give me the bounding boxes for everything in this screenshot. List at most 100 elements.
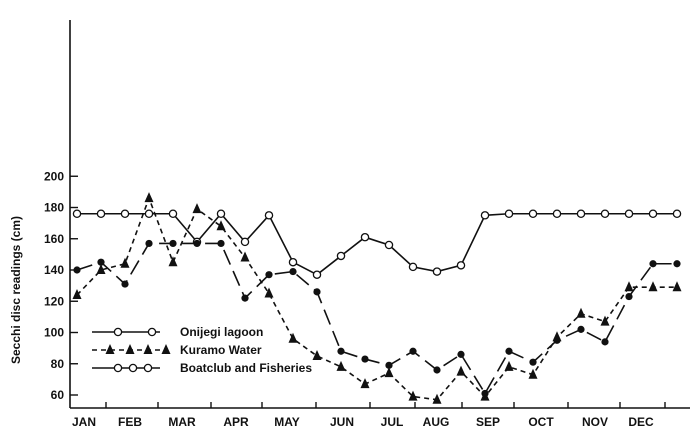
data-point bbox=[408, 390, 418, 401]
data-point bbox=[408, 262, 418, 272]
data-point bbox=[216, 220, 226, 231]
data-point bbox=[72, 289, 82, 299]
data-point bbox=[144, 209, 154, 218]
data-point bbox=[97, 258, 105, 266]
data-point bbox=[480, 211, 490, 220]
data-point bbox=[313, 288, 321, 296]
data-point bbox=[600, 209, 610, 218]
data-point bbox=[337, 347, 345, 355]
data-point bbox=[312, 349, 322, 360]
data-point bbox=[288, 257, 298, 267]
legend-marker bbox=[143, 344, 153, 354]
data-point bbox=[360, 378, 370, 389]
data-point bbox=[672, 281, 682, 292]
x-ticks: JAN FEB MAR APR MAY JUN JUL AUG SEP OCT NOV DEC bbox=[72, 402, 666, 429]
y-ticks: 60 80 100 120 140 160 180 200 bbox=[44, 169, 78, 402]
series-2 bbox=[72, 192, 682, 404]
data-point bbox=[96, 209, 106, 218]
x-tick-label: OCT bbox=[528, 415, 554, 429]
legend-marker bbox=[105, 344, 115, 354]
data-point bbox=[360, 232, 370, 242]
data-point bbox=[264, 211, 274, 220]
legend-marker bbox=[125, 344, 135, 354]
data-point bbox=[145, 239, 153, 248]
legend-marker bbox=[128, 363, 138, 373]
y-tick-label: 160 bbox=[44, 232, 64, 246]
data-point bbox=[312, 270, 322, 279]
x-tick-label: JAN bbox=[72, 415, 96, 429]
x-tick-label: NOV bbox=[582, 415, 608, 429]
data-point bbox=[144, 192, 154, 203]
data-point bbox=[193, 239, 201, 248]
data-point bbox=[289, 267, 297, 276]
data-point bbox=[409, 347, 417, 355]
data-point bbox=[456, 365, 466, 376]
series-line bbox=[76, 195, 677, 401]
data-point bbox=[576, 209, 586, 218]
data-point bbox=[601, 338, 609, 346]
data-point bbox=[529, 358, 537, 366]
y-tick-label: 100 bbox=[44, 326, 64, 340]
data-point bbox=[73, 266, 81, 274]
y-tick-label: 120 bbox=[44, 294, 64, 308]
x-tick-label: APR bbox=[223, 415, 249, 429]
data-point bbox=[168, 256, 178, 267]
legend-item-0: Onijegi lagoon bbox=[92, 325, 263, 339]
series-0 bbox=[72, 209, 682, 279]
data-point bbox=[72, 209, 82, 218]
y-tick-label: 80 bbox=[51, 357, 65, 371]
data-point bbox=[624, 209, 634, 218]
data-point bbox=[600, 315, 610, 326]
x-tick-label: FEB bbox=[118, 415, 142, 429]
data-point bbox=[505, 347, 513, 355]
data-point bbox=[504, 209, 514, 218]
legend-label: Onijegi lagoon bbox=[180, 325, 263, 339]
data-point bbox=[336, 251, 346, 261]
data-point bbox=[264, 287, 274, 298]
data-point bbox=[169, 239, 177, 248]
data-point bbox=[240, 237, 250, 247]
data-point bbox=[121, 280, 129, 288]
data-point bbox=[504, 360, 514, 371]
legend-marker bbox=[113, 363, 123, 373]
axes bbox=[69, 20, 690, 409]
legend-marker bbox=[143, 363, 153, 373]
data-point bbox=[120, 257, 130, 268]
data-point bbox=[528, 209, 538, 218]
data-point bbox=[361, 355, 369, 363]
data-point bbox=[648, 281, 658, 292]
data-point bbox=[241, 294, 249, 302]
data-point bbox=[433, 366, 441, 374]
legend-marker bbox=[147, 327, 157, 337]
y-tick-label: 180 bbox=[44, 201, 64, 215]
data-point bbox=[192, 203, 202, 214]
x-tick-label: AUG bbox=[423, 415, 450, 429]
x-tick-label: MAY bbox=[274, 415, 300, 429]
series-1 bbox=[73, 239, 681, 398]
x-tick-label: MAR bbox=[168, 415, 196, 429]
x-tick-label: DEC bbox=[628, 415, 654, 429]
data-point bbox=[456, 261, 466, 270]
legend-marker bbox=[161, 344, 171, 354]
data-point bbox=[217, 239, 225, 248]
data-point bbox=[432, 393, 442, 404]
legend-item-2: Boatclub and Fisheries bbox=[92, 361, 312, 375]
legend-item-1: Kuramo Water bbox=[92, 343, 262, 357]
data-point bbox=[576, 307, 586, 318]
data-point bbox=[577, 325, 585, 333]
data-point bbox=[528, 368, 538, 379]
data-point bbox=[120, 209, 130, 218]
legend: Onijegi lagoon Kuramo Water Boatclub and F… bbox=[92, 325, 312, 375]
legend-marker bbox=[113, 327, 123, 337]
data-point bbox=[625, 292, 633, 301]
data-point bbox=[385, 361, 393, 369]
y-tick-label: 60 bbox=[51, 388, 65, 402]
data-point bbox=[457, 350, 465, 358]
legend-label: Kuramo Water bbox=[180, 343, 262, 357]
y-tick-label: 140 bbox=[44, 263, 64, 277]
series-line bbox=[76, 242, 677, 396]
data-point bbox=[552, 209, 562, 218]
series-layer bbox=[72, 192, 682, 404]
data-point bbox=[384, 240, 394, 250]
